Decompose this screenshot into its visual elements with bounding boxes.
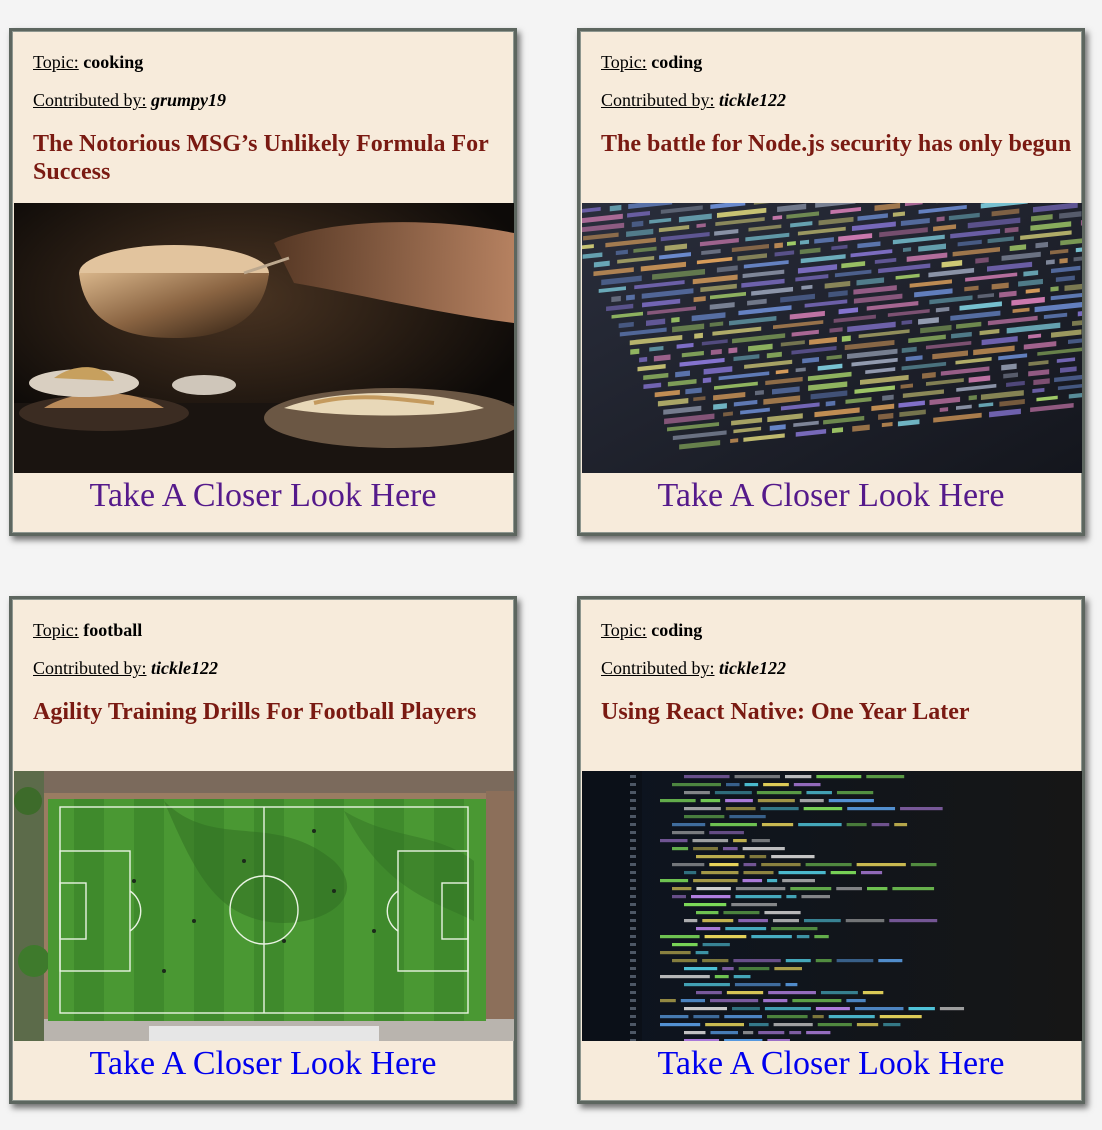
article-title: The Notorious MSG’s Unlikely Formula For… bbox=[33, 131, 489, 185]
take-a-closer-look-link[interactable]: Take A Closer Look Here bbox=[89, 477, 437, 514]
take-a-closer-look-link[interactable]: Take A Closer Look Here bbox=[89, 1045, 437, 1082]
topic-line: Topic: cooking bbox=[33, 52, 143, 72]
topic-label: Topic: bbox=[601, 620, 647, 640]
article-title: The battle for Node.js security has only… bbox=[601, 131, 1072, 157]
contributed-by-label: Contributed by: bbox=[601, 90, 715, 110]
contributor-line: Contributed by: tickle122 bbox=[33, 658, 218, 678]
contributor-username: tickle122 bbox=[719, 658, 786, 678]
topic-label: Topic: bbox=[601, 52, 647, 72]
contributor-username: tickle122 bbox=[719, 90, 786, 110]
article-title: Using React Native: One Year Later bbox=[601, 699, 970, 725]
contributor-username: grumpy19 bbox=[151, 90, 227, 110]
article-card: Topic: coding Contributed by: tickle122 … bbox=[577, 28, 1085, 536]
code-editor-photo bbox=[582, 771, 1082, 1041]
article-title: Agility Training Drills For Football Pla… bbox=[33, 699, 477, 725]
topic-line: Topic: coding bbox=[601, 52, 702, 72]
take-a-closer-look-link[interactable]: Take A Closer Look Here bbox=[657, 477, 1005, 514]
article-card: Topic: football Contributed by: tickle12… bbox=[9, 596, 517, 1104]
take-a-closer-look-link[interactable]: Take A Closer Look Here bbox=[657, 1045, 1005, 1082]
contributor-line: Contributed by: tickle122 bbox=[601, 90, 786, 110]
article-card: Topic: coding Contributed by: tickle122 … bbox=[577, 596, 1085, 1104]
topic-value: coding bbox=[651, 620, 703, 640]
topic-value: cooking bbox=[83, 52, 144, 72]
article-card: Topic: cooking Contributed by: grumpy19 … bbox=[9, 28, 517, 536]
contributor-line: Contributed by: grumpy19 bbox=[33, 90, 226, 110]
football-pitch-photo bbox=[14, 771, 514, 1041]
contributor-username: tickle122 bbox=[151, 658, 218, 678]
contributor-line: Contributed by: tickle122 bbox=[601, 658, 786, 678]
code-screen-photo bbox=[582, 203, 1082, 473]
topic-line: Topic: coding bbox=[601, 620, 702, 640]
contributed-by-label: Contributed by: bbox=[33, 90, 147, 110]
topic-value: coding bbox=[651, 52, 703, 72]
topic-value: football bbox=[83, 620, 143, 640]
topic-label: Topic: bbox=[33, 620, 79, 640]
topic-line: Topic: football bbox=[33, 620, 142, 640]
contributed-by-label: Contributed by: bbox=[601, 658, 715, 678]
contributed-by-label: Contributed by: bbox=[33, 658, 147, 678]
topic-label: Topic: bbox=[33, 52, 79, 72]
cooking-photo bbox=[14, 203, 514, 473]
